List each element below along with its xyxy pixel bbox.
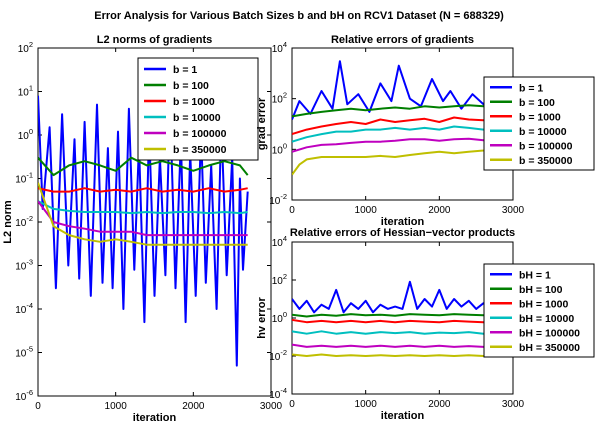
y-tick-label: 10-4 bbox=[269, 386, 287, 401]
series-group bbox=[292, 280, 492, 357]
legend-label: bH = 100000 bbox=[519, 327, 580, 339]
chart-l2-norms: L2 norms of gradients 0 1000 2000 3000 10-6 10… bbox=[2, 34, 283, 424]
y-tick-label: 100 bbox=[272, 310, 287, 325]
x-tick-label: 3000 bbox=[502, 399, 525, 410]
y-tick-label: 10-1 bbox=[15, 171, 33, 186]
series-line-b-100 bbox=[38, 156, 249, 177]
series-group bbox=[292, 60, 492, 176]
series-line-bh-1000 bbox=[292, 318, 492, 324]
series-line-bh-100 bbox=[292, 313, 491, 318]
series-line-bh-100000 bbox=[292, 343, 491, 348]
chart-title: Relative errors of Hessian−vector produc… bbox=[290, 227, 515, 239]
legend: b = 1 b = 100 b = 1000 b = 10000 b = 100000 b… bbox=[137, 57, 259, 161]
y-tick-label: 102 bbox=[272, 272, 287, 287]
x-axis-label: iteration bbox=[381, 410, 425, 421]
y-axis-label: L2 norm bbox=[2, 200, 14, 244]
series-line-bh-10000 bbox=[292, 330, 492, 335]
legend-label: b = 100000 bbox=[519, 140, 573, 152]
legend-box bbox=[483, 76, 595, 171]
series-line-b-1 bbox=[292, 60, 492, 120]
legend-label: b = 100 bbox=[519, 97, 555, 109]
y-tick-label: 101 bbox=[18, 84, 33, 99]
x-tick-label: 2000 bbox=[182, 401, 205, 412]
series-line-bh-350000 bbox=[292, 353, 492, 357]
legend-box bbox=[483, 263, 595, 358]
x-tick-label: 1000 bbox=[355, 399, 378, 410]
figure-title: Error Analysis for Various Batch Sizes b… bbox=[94, 10, 504, 22]
chart-grad-error: Relative errors of gradients 0 1000 2000 300… bbox=[256, 34, 595, 228]
legend-label: bH = 350000 bbox=[519, 342, 580, 354]
legend-label: b = 10000 bbox=[519, 126, 567, 138]
legend-label: b = 350000 bbox=[173, 144, 227, 156]
y-tick-label: 100 bbox=[18, 127, 33, 142]
legend-label: b = 1000 bbox=[519, 111, 561, 123]
series-line-b-100 bbox=[292, 104, 492, 118]
legend-label: b = 100 bbox=[173, 80, 209, 92]
legend-label: bH = 1000 bbox=[519, 298, 568, 310]
legend-label: b = 350000 bbox=[519, 155, 573, 167]
legend-label: bH = 100 bbox=[519, 284, 563, 296]
legend-label: b = 100000 bbox=[173, 128, 227, 140]
plot-area bbox=[291, 241, 514, 395]
x-tick-label: 2000 bbox=[428, 205, 451, 216]
series-line-b-1000 bbox=[38, 187, 248, 193]
y-tick-label: 10-3 bbox=[15, 258, 33, 273]
legend-label: bH = 10000 bbox=[519, 313, 574, 325]
x-tick-label: 1000 bbox=[105, 401, 128, 412]
series-line-b-10000 bbox=[38, 200, 248, 215]
chart-hv-error: Relative errors of Hessian−vector produc… bbox=[256, 227, 595, 422]
y-tick-label: 10-2 bbox=[269, 348, 287, 363]
y-tick-label: 104 bbox=[272, 40, 287, 55]
x-tick-label: 0 bbox=[35, 401, 41, 412]
chart-title: Relative errors of gradients bbox=[331, 34, 474, 46]
legend: bH = 1 bH = 100 bH = 1000 bH = 10000 bH = 10… bbox=[483, 263, 595, 358]
y-tick-label: 10-6 bbox=[15, 388, 33, 403]
legend-label: bH = 1 bbox=[519, 269, 551, 281]
plot-area bbox=[291, 47, 514, 201]
series-line-bh-1 bbox=[292, 280, 492, 314]
legend-box bbox=[137, 57, 259, 161]
legend: b = 1 b = 100 b = 1000 b = 10000 b = 100000 b… bbox=[483, 76, 595, 171]
series-line-b-100000 bbox=[292, 137, 491, 153]
y-tick-label: 102 bbox=[272, 91, 287, 106]
y-tick-label: 104 bbox=[272, 234, 287, 249]
x-tick-label: 3000 bbox=[502, 205, 525, 216]
y-tick-label: 102 bbox=[18, 40, 33, 55]
y-tick-label: 10-2 bbox=[15, 214, 33, 229]
series-line-b-350000 bbox=[38, 182, 248, 246]
y-axis-label: grad error bbox=[256, 97, 268, 150]
x-tick-label: 0 bbox=[289, 399, 295, 410]
series-line-b-10000 bbox=[292, 125, 492, 143]
legend-label: b = 1 bbox=[519, 82, 543, 94]
legend-label: b = 1 bbox=[173, 64, 197, 76]
legend-label: b = 10000 bbox=[173, 112, 221, 124]
y-tick-label: 100 bbox=[272, 141, 287, 156]
x-axis-label: iteration bbox=[133, 412, 177, 421]
x-tick-label: 2000 bbox=[428, 399, 451, 410]
x-axis-label: iteration bbox=[381, 216, 425, 228]
series-line-b-1000 bbox=[292, 116, 492, 136]
y-axis-label: hv error bbox=[256, 296, 268, 338]
series-line-b-100000 bbox=[38, 200, 248, 237]
legend-label: b = 1000 bbox=[173, 96, 215, 108]
y-tick-label: 10-5 bbox=[15, 345, 33, 360]
x-tick-label: 0 bbox=[289, 205, 295, 216]
series-line-b-350000 bbox=[292, 148, 492, 176]
x-tick-label: 3000 bbox=[260, 401, 283, 412]
x-tick-label: 1000 bbox=[355, 205, 378, 216]
chart-title: L2 norms of gradients bbox=[97, 34, 213, 46]
y-tick-label: 10-2 bbox=[269, 192, 287, 207]
y-tick-label: 10-4 bbox=[15, 301, 33, 316]
